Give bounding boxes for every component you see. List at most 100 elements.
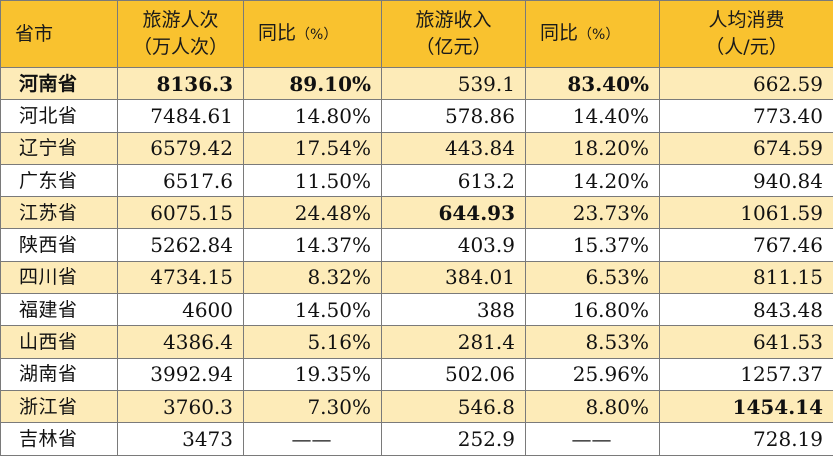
cell-revenue-yoy: 23.73%	[525, 196, 660, 230]
cell-province: 河北省	[0, 99, 118, 133]
cell-visitors: 3473	[117, 422, 244, 456]
cell-revenue-yoy: 83.40%	[525, 66, 660, 101]
cell-revenue: 443.84	[381, 131, 526, 165]
cell-province: 广东省	[0, 163, 118, 198]
cell-per-capita: 940.84	[659, 163, 833, 198]
cell-visitors-yoy: 19.35%	[243, 357, 382, 391]
cell-province: 陕西省	[0, 228, 118, 262]
header-revenue: 旅游收入 （亿元）	[381, 0, 526, 68]
tourism-stats-table: 省市 旅游人次 （万人次） 同比（%） 旅游收入 （亿元） 同比（%） 人均消费	[0, 0, 833, 456]
cell-revenue-yoy: ——	[525, 422, 660, 456]
cell-province: 江苏省	[0, 196, 118, 230]
cell-revenue-yoy: 18.20%	[525, 131, 660, 165]
header-visitors-title: 旅游人次	[142, 9, 219, 31]
cell-per-capita: 728.19	[659, 422, 833, 456]
cell-visitors-yoy: ——	[243, 422, 382, 456]
table-row: 四川省 4734.15 8.32% 384.01 6.53% 811.15	[0, 260, 833, 295]
cell-revenue-yoy: 14.20%	[525, 163, 660, 198]
table-row: 广东省 6517.6 11.50% 613.2 14.20% 940.84	[0, 163, 833, 198]
cell-revenue-yoy: 15.37%	[525, 228, 660, 262]
cell-revenue-yoy: 8.80%	[525, 389, 660, 424]
cell-revenue: 252.9	[381, 422, 526, 456]
cell-revenue: 578.86	[381, 99, 526, 133]
header-province-label: 省市	[15, 22, 54, 45]
cell-visitors: 6075.15	[117, 196, 244, 230]
header-visitors-unit: （万人次）	[132, 36, 228, 58]
cell-per-capita: 1061.59	[659, 196, 833, 230]
cell-province: 辽宁省	[0, 131, 118, 165]
table-row: 河南省 8136.3 89.10% 539.1 83.40% 662.59	[0, 66, 833, 101]
cell-visitors-yoy: 8.32%	[243, 260, 382, 295]
cell-visitors-yoy: 5.16%	[243, 325, 382, 359]
header-revenue-yoy-label: 同比	[540, 21, 579, 44]
cell-revenue: 613.2	[381, 163, 526, 198]
cell-visitors-yoy: 17.54%	[243, 131, 382, 165]
cell-per-capita: 1257.37	[659, 357, 833, 391]
header-revenue-unit: （亿元）	[415, 36, 492, 58]
cell-visitors-yoy: 7.30%	[243, 389, 382, 424]
cell-province: 四川省	[0, 260, 118, 295]
cell-revenue-yoy: 14.40%	[525, 99, 660, 133]
cell-visitors: 6517.6	[117, 163, 244, 198]
table-row: 江苏省 6075.15 24.48% 644.93 23.73% 1061.59	[0, 196, 833, 230]
cell-per-capita: 662.59	[659, 66, 833, 101]
cell-per-capita: 767.46	[659, 228, 833, 262]
cell-visitors-yoy: 24.48%	[243, 196, 382, 230]
cell-revenue: 281.4	[381, 325, 526, 359]
table-header-row: 省市 旅游人次 （万人次） 同比（%） 旅游收入 （亿元） 同比（%） 人均消费	[0, 0, 833, 68]
cell-province: 湖南省	[0, 357, 118, 391]
cell-visitors-yoy: 89.10%	[243, 66, 382, 101]
table-row: 辽宁省 6579.42 17.54% 443.84 18.20% 674.59	[0, 131, 833, 165]
header-visitors-yoy-label: 同比	[258, 21, 297, 44]
cell-visitors: 3992.94	[117, 357, 244, 391]
cell-per-capita: 641.53	[659, 325, 833, 359]
table-row: 陕西省 5262.84 14.37% 403.9 15.37% 767.46	[0, 228, 833, 262]
header-revenue-title: 旅游收入	[415, 9, 492, 31]
header-visitors-yoy: 同比（%）	[243, 0, 382, 68]
header-revenue-yoy-unit: （%）	[578, 26, 620, 43]
cell-revenue-yoy: 8.53%	[525, 325, 660, 359]
cell-province: 山西省	[0, 325, 118, 359]
cell-province: 浙江省	[0, 389, 118, 424]
cell-visitors: 5262.84	[117, 228, 244, 262]
table-row: 福建省 4600 14.50% 388 16.80% 843.48	[0, 293, 833, 327]
cell-visitors-yoy: 14.37%	[243, 228, 382, 262]
header-visitors: 旅游人次 （万人次）	[117, 0, 244, 68]
cell-revenue-yoy: 16.80%	[525, 293, 660, 327]
cell-revenue: 384.01	[381, 260, 526, 295]
cell-visitors: 4600	[117, 293, 244, 327]
cell-per-capita: 674.59	[659, 131, 833, 165]
header-per-capita-title: 人均消费	[708, 9, 785, 31]
cell-visitors: 7484.61	[117, 99, 244, 133]
cell-visitors: 8136.3	[117, 66, 244, 101]
cell-visitors: 3760.3	[117, 389, 244, 424]
cell-revenue: 502.06	[381, 357, 526, 391]
cell-revenue: 644.93	[381, 196, 526, 230]
cell-province: 吉林省	[0, 422, 118, 456]
cell-per-capita: 1454.14	[659, 389, 833, 424]
cell-revenue-yoy: 25.96%	[525, 357, 660, 391]
header-revenue-yoy: 同比（%）	[525, 0, 660, 68]
header-per-capita-unit: （人/元）	[705, 36, 788, 58]
cell-visitors: 4386.4	[117, 325, 244, 359]
cell-revenue: 539.1	[381, 66, 526, 101]
table-row: 河北省 7484.61 14.80% 578.86 14.40% 773.40	[0, 99, 833, 133]
cell-visitors-yoy: 14.50%	[243, 293, 382, 327]
cell-province: 福建省	[0, 293, 118, 327]
cell-revenue: 388	[381, 293, 526, 327]
table-row: 湖南省 3992.94 19.35% 502.06 25.96% 1257.37	[0, 357, 833, 391]
cell-visitors-yoy: 14.80%	[243, 99, 382, 133]
table-row: 山西省 4386.4 5.16% 281.4 8.53% 641.53	[0, 325, 833, 359]
table-row: 吉林省 3473 —— 252.9 —— 728.19	[0, 422, 833, 456]
cell-province: 河南省	[0, 66, 118, 101]
cell-per-capita: 843.48	[659, 293, 833, 327]
cell-visitors-yoy: 11.50%	[243, 163, 382, 198]
cell-per-capita: 811.15	[659, 260, 833, 295]
cell-revenue: 403.9	[381, 228, 526, 262]
cell-revenue-yoy: 6.53%	[525, 260, 660, 295]
cell-visitors: 4734.15	[117, 260, 244, 295]
cell-revenue: 546.8	[381, 389, 526, 424]
table-row: 浙江省 3760.3 7.30% 546.8 8.80% 1454.14	[0, 389, 833, 424]
cell-visitors: 6579.42	[117, 131, 244, 165]
